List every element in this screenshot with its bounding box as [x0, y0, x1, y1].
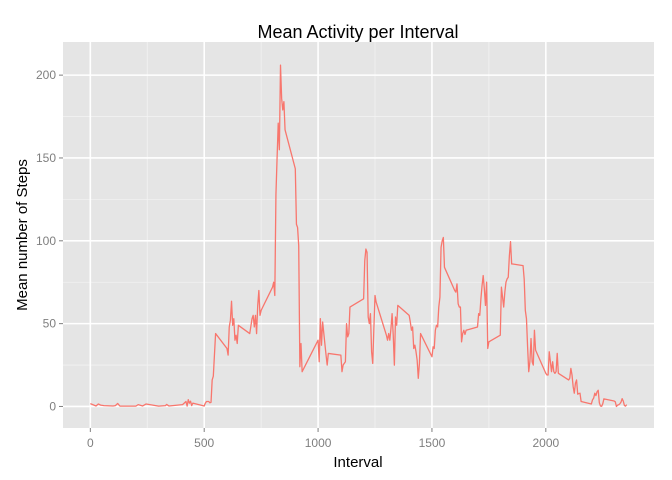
series-line: [90, 64, 628, 408]
y-tick-label: 200: [36, 68, 56, 82]
plot-panel: [63, 42, 654, 428]
series-layer: [90, 64, 628, 408]
x-tick-label: 500: [194, 436, 214, 450]
y-tick-label: 100: [36, 234, 56, 248]
x-axis-title: Interval: [333, 454, 382, 471]
y-tick-label: 0: [49, 399, 56, 413]
y-tick-label: 150: [36, 151, 56, 165]
x-tick-label: 1000: [305, 436, 332, 450]
x-tick-label: 0: [87, 436, 94, 450]
y-tick-label: 50: [43, 317, 57, 331]
x-tick-label: 1500: [419, 436, 446, 450]
y-axis-title: Mean number of Steps: [14, 159, 31, 311]
minor-gridlines: [63, 42, 654, 428]
x-axis: 0 500 1000 1500 2000: [87, 428, 559, 450]
x-tick-label: 2000: [532, 436, 559, 450]
chart-title: Mean Activity per Interval: [257, 22, 458, 42]
y-axis: 0 50 100 150 200: [36, 68, 63, 413]
